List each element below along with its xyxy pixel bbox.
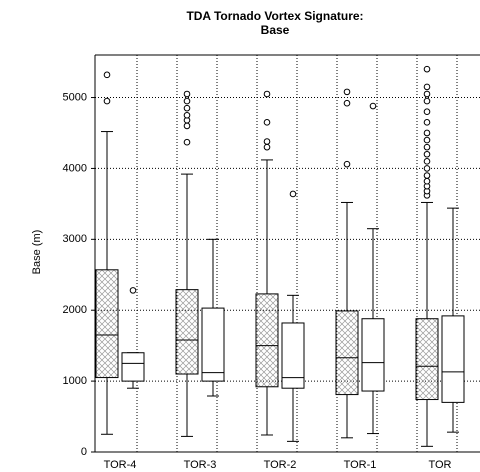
box [441,315,465,403]
y-tick-label: 5000 [63,91,87,103]
outlier [423,136,431,144]
box [201,307,225,382]
outlier [423,158,431,165]
box [281,322,305,389]
box [95,269,119,379]
y-tick-label: 0 [81,446,87,458]
outlier [423,177,431,185]
outlier [129,287,137,294]
box [335,310,359,396]
outlier [263,90,271,98]
outlier [423,150,431,158]
x-tick-label: TOR-3 [184,459,217,471]
outlier [183,90,191,98]
outlier [423,165,431,172]
chart-title: Base [261,23,290,37]
box [415,318,439,401]
outlier [183,97,191,105]
box [175,289,199,375]
outlier [289,190,297,198]
outlier [423,65,431,73]
box [121,352,145,382]
outlier [103,71,111,79]
outlier [183,104,191,112]
outlier [103,97,111,105]
outlier [183,138,191,146]
y-axis-label: Base (m) [31,230,43,275]
outlier [263,138,271,145]
y-tick-label: 1000 [63,375,87,387]
outlier [343,160,351,168]
chart-title: TDA Tornado Vortex Signature: [186,9,363,23]
outlier [423,143,431,151]
outlier [183,111,191,119]
y-tick-label: 2000 [63,304,87,316]
outlier [423,90,431,98]
y-tick-label: 3000 [63,233,87,245]
outlier [263,119,271,126]
outlier [343,88,351,96]
outlier [343,99,351,107]
outlier [183,122,191,130]
outlier [423,97,431,105]
outlier [369,102,377,110]
outlier [423,108,431,116]
outlier [423,172,431,179]
outlier [263,143,271,151]
outlier [423,119,431,126]
x-tick-label: TOR [428,459,451,471]
y-tick-label: 4000 [63,162,87,174]
outlier [423,83,431,91]
x-tick-label: TOR-4 [104,459,137,471]
outlier [423,129,431,137]
box [255,293,279,388]
box [361,318,385,392]
x-tick-label: TOR-2 [264,459,297,471]
x-tick-label: TOR-1 [344,459,377,471]
